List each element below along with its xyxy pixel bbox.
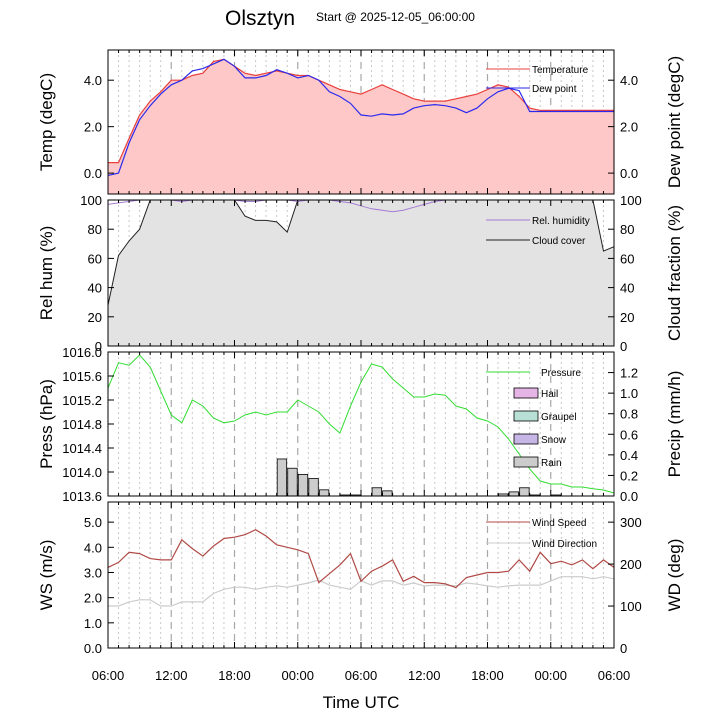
y-tick-label: 4.0 [84, 73, 102, 88]
temperature-line [108, 58, 614, 164]
y-tick-label: 3.0 [84, 565, 102, 580]
y2-tick-label: 4.0 [620, 73, 638, 88]
y-tick-label: 1013.6 [62, 489, 102, 504]
chart-title: Olsztyn [225, 7, 295, 30]
wind-speed-line [107, 529, 615, 589]
legend-swatch [513, 387, 539, 399]
rain-bar [508, 491, 519, 497]
y2-tick-label: 60 [620, 251, 634, 266]
y-tick-label: 1014.8 [62, 417, 102, 432]
y-tick-label: 0 [95, 339, 102, 354]
legend-label: Snow [541, 435, 567, 446]
y2-tick-label: 0 [620, 339, 627, 354]
y2-tick-label: 0.2 [620, 468, 638, 483]
y-tick-label: 1016.0 [62, 345, 102, 360]
y2-tick-label: 0.6 [620, 427, 638, 442]
y2-axis-label: Precip (mm/h) [665, 371, 684, 478]
legend-label: Rain [541, 458, 562, 469]
x-tick-label: 12:00 [155, 668, 188, 683]
x-tick-label: 06:00 [92, 668, 125, 683]
x-tick-label: 18:00 [471, 668, 504, 683]
y2-tick-label: 0 [620, 641, 627, 656]
rain-bar [308, 478, 319, 497]
y-tick-label: 2.0 [84, 120, 102, 135]
y-tick-label: 1015.6 [62, 369, 102, 384]
y2-tick-label: 200 [620, 557, 642, 572]
y-tick-label: 1015.2 [62, 393, 102, 408]
x-axis-label: Time UTC [323, 693, 400, 712]
rain-bar [382, 490, 393, 497]
y-tick-label: 1.0 [84, 616, 102, 631]
y-tick-label: 1014.4 [62, 441, 102, 456]
y-axis-label: WS (m/s) [37, 540, 56, 611]
y-tick-label: 4.0 [84, 540, 102, 555]
legend-label: Cloud cover [532, 236, 586, 247]
y2-tick-label: 100 [620, 599, 642, 614]
y2-tick-label: 100 [620, 193, 642, 208]
dew-point-line [107, 58, 614, 176]
y2-axis-label: Cloud fraction (%) [665, 205, 684, 341]
y2-tick-label: 1.2 [620, 366, 638, 381]
y2-tick-label: 0.8 [620, 407, 638, 422]
pressure-line [107, 354, 615, 494]
legend-label-pressure: Pressure [541, 368, 581, 379]
y2-tick-label: 80 [620, 222, 634, 237]
rain-bar [297, 473, 309, 497]
y2-tick-label: 40 [620, 281, 634, 296]
y-tick-label: 80 [88, 222, 102, 237]
x-tick-label: 00:00 [534, 668, 567, 683]
y-axis-label: Temp (degC) [37, 73, 56, 171]
y-tick-label: 60 [88, 251, 102, 266]
legend-label: Wind Speed [532, 518, 586, 529]
y-tick-label: 20 [88, 310, 102, 325]
cloud-cover-area [108, 200, 614, 346]
legend-label: Dew point [532, 84, 577, 95]
rain-bar [318, 489, 330, 497]
y-tick-label: 0.0 [84, 166, 102, 181]
legend-swatch [513, 456, 539, 468]
y2-axis-label: WD (deg) [665, 539, 684, 612]
temperature-area [108, 59, 614, 194]
y-axis-label: Rel hum (%) [37, 226, 56, 320]
y-tick-label: 1014.0 [62, 465, 102, 480]
y2-tick-label: 0.4 [620, 448, 638, 463]
y-tick-label: 100 [80, 193, 102, 208]
y-tick-label: 5.0 [84, 515, 102, 530]
y2-tick-label: 2.0 [620, 120, 638, 135]
y2-tick-label: 20 [620, 310, 634, 325]
legend-label: Graupel [541, 412, 577, 423]
x-tick-label: 00:00 [281, 668, 314, 683]
legend-label: Wind Direction [532, 539, 597, 550]
y2-tick-label: 300 [620, 515, 642, 530]
x-tick-label: 06:00 [345, 668, 378, 683]
legend-swatch [513, 410, 539, 422]
rain-bar [371, 487, 382, 497]
legend-label: Hail [541, 389, 558, 400]
y2-tick-label: 0.0 [620, 166, 638, 181]
legend-label: Rel. humidity [532, 216, 590, 227]
x-tick-label: 06:00 [598, 668, 631, 683]
y2-tick-label: 1.0 [620, 386, 638, 401]
y2-axis-label: Dew point (degC) [665, 56, 684, 188]
y-tick-label: 0.0 [84, 641, 102, 656]
y2-tick-label: 0.0 [620, 489, 638, 504]
rain-bar [519, 487, 530, 497]
x-tick-label: 18:00 [218, 668, 251, 683]
y-tick-label: 2.0 [84, 591, 102, 606]
y-tick-label: 40 [88, 281, 102, 296]
x-tick-label: 12:00 [408, 668, 441, 683]
legend-label: Temperature [532, 65, 589, 76]
rain-bar [287, 467, 298, 497]
legend-swatch [513, 433, 539, 445]
y-axis-label: Press (hPa) [37, 379, 56, 469]
rain-bar [276, 458, 288, 497]
chart-start-label: Start @ 2025-12-05_06:00:00 [316, 10, 475, 24]
